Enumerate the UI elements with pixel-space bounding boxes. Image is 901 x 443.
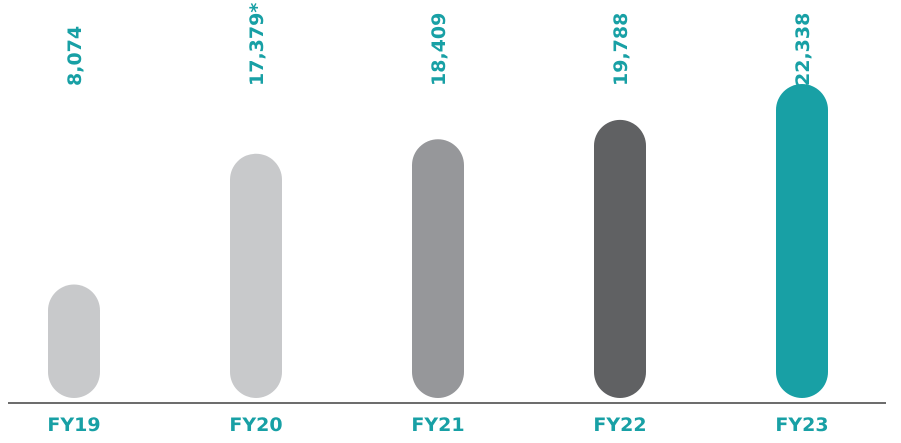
bar-fy20 (230, 153, 282, 398)
value-label-fy23: 22,338 (792, 13, 814, 86)
category-label-fy19: FY19 (47, 414, 100, 436)
category-label-fy20: FY20 (229, 414, 282, 436)
bar-fy22 (594, 119, 646, 398)
bars-group (48, 84, 828, 399)
category-label-fy21: FY21 (411, 414, 464, 436)
value-label-fy22: 19,788 (610, 13, 632, 86)
value-label-fy20: 17,379* (246, 3, 268, 86)
category-labels-group: FY19 FY20 FY21 FY22 FY23 (47, 414, 828, 436)
value-label-fy21: 18,409 (428, 13, 450, 86)
bar-fy19 (48, 284, 100, 398)
bar-fy21 (412, 139, 464, 399)
bar-fy23 (776, 84, 828, 398)
value-labels-group: 8,074 17,379* 18,409 19,788 22,338 (64, 3, 814, 86)
category-label-fy22: FY22 (593, 414, 646, 436)
category-label-fy23: FY23 (775, 414, 828, 436)
value-label-fy19: 8,074 (64, 26, 86, 86)
